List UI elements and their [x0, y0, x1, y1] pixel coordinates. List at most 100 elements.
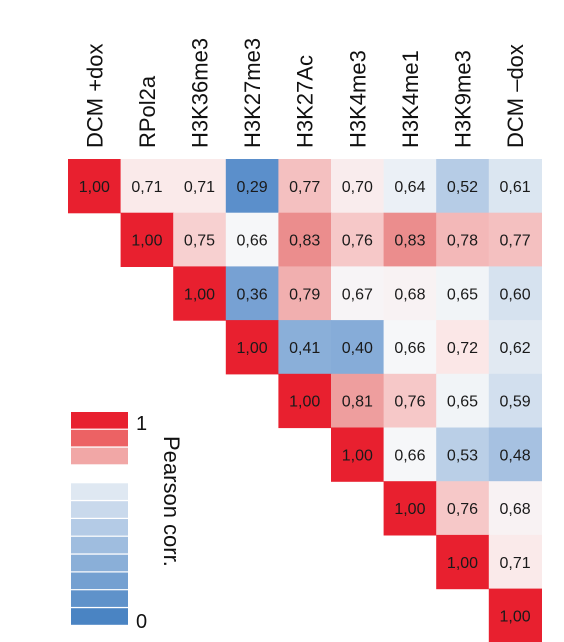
cell-value-label: 0,76: [394, 394, 425, 411]
diagonal-cell: [436, 534, 490, 590]
legend-swatch: [71, 429, 128, 447]
heatmap-cells: [68, 159, 542, 642]
cell-value-label: 0,67: [342, 286, 373, 303]
cell-value-label: 0,60: [500, 286, 531, 303]
cell-value-label: 0,81: [342, 394, 373, 411]
legend-swatch: [71, 536, 128, 554]
heatmap-cell: [225, 266, 279, 321]
heatmap-cell: [488, 212, 542, 267]
diagonal-cell: [173, 266, 227, 321]
cell-value-label: 0,66: [394, 447, 425, 464]
diagonal-cell: [278, 373, 332, 429]
column-label: H3K27Ac: [293, 55, 318, 148]
heatmap-cell: [488, 266, 542, 321]
heatmap-cell: [173, 159, 227, 214]
heatmap-cell: [436, 212, 490, 267]
heatmap-cell: [331, 212, 385, 267]
cell-value-label: 1,00: [289, 394, 320, 411]
column-label: DCM +dox: [82, 43, 107, 148]
diagonal-cell: [68, 159, 122, 214]
cell-value-label: 0,36: [237, 286, 268, 303]
heatmap-cell: [120, 159, 174, 214]
heatmap-cell: [488, 534, 542, 590]
heatmap-cell: [225, 159, 279, 214]
cell-value-label: 1,00: [447, 555, 478, 572]
cell-value-label: 1,00: [79, 179, 110, 196]
diagonal-cell: [488, 588, 542, 642]
heatmap-cell: [383, 320, 437, 375]
diagonal-cell: [331, 427, 385, 482]
cell-value-label: 1,00: [131, 233, 162, 250]
cell-value-label: 0,62: [500, 340, 531, 357]
legend-swatch: [71, 483, 128, 500]
heatmap-cell: [173, 212, 227, 267]
heatmap-cell: [278, 266, 332, 321]
diagonal-cell: [225, 320, 279, 375]
cell-value-label: 0,66: [237, 233, 268, 250]
color-legend: 1 0 Pearson corr.: [71, 412, 184, 633]
legend-swatch: [71, 447, 128, 465]
heatmap-cell: [278, 212, 332, 267]
cell-value-label: 0,72: [447, 340, 478, 357]
heatmap-cell: [488, 320, 542, 375]
cell-value-label: 0,76: [342, 233, 373, 250]
cell-value-label: 1,00: [342, 447, 373, 464]
heatmap-cell: [331, 159, 385, 214]
column-label: H3K4me1: [398, 50, 423, 148]
heatmap-cell: [331, 320, 385, 375]
legend-swatch: [71, 572, 128, 590]
cell-value-label: 0,68: [500, 501, 531, 518]
column-label: H3K4me3: [345, 50, 370, 148]
heatmap-cell: [331, 266, 385, 321]
cell-value-label: 0,76: [447, 501, 478, 518]
cell-value-label: 0,52: [447, 179, 478, 196]
cell-value-label: 0,70: [342, 179, 373, 196]
column-labels: DCM +dox RPol2a H3K36me3 H3K27me3 H3K27Ac H3K…: [82, 38, 528, 148]
heatmap-cell: [331, 373, 385, 429]
heatmap-cell: [383, 159, 437, 214]
cell-value-label: 1,00: [500, 609, 531, 626]
heatmap-cell: [383, 427, 437, 482]
cell-value-label: 0,77: [500, 233, 531, 250]
legend-swatches: [71, 412, 128, 625]
column-label: DCM –dox: [503, 44, 528, 148]
diagonal-cell: [120, 212, 174, 267]
legend-swatch: [71, 554, 128, 572]
cell-value-label: 0,53: [447, 447, 478, 464]
cell-value-label: 0,41: [289, 340, 320, 357]
cell-value-label: 0,79: [289, 286, 320, 303]
heatmap-cell: [225, 212, 279, 267]
heatmap-cell: [278, 320, 332, 375]
cell-value-label: 0,61: [500, 179, 531, 196]
heatmap-cell: [488, 159, 542, 214]
heatmap-cell: [436, 320, 490, 375]
cell-value-label: 0,75: [184, 233, 215, 250]
cell-value-label: 0,68: [394, 286, 425, 303]
heatmap-cell: [436, 373, 490, 429]
heatmap-cell: [383, 373, 437, 429]
cell-value-label: 0,65: [447, 394, 478, 411]
cell-value-label: 0,64: [394, 179, 425, 196]
heatmap-cell: [383, 212, 437, 267]
cell-value-label: 0,48: [500, 447, 531, 464]
column-label: RPol2a: [135, 75, 160, 148]
cell-value-label: 0,71: [500, 555, 531, 572]
cell-value-label: 0,83: [394, 233, 425, 250]
cell-value-label: 0,71: [131, 179, 162, 196]
legend-max-label: 1: [136, 413, 147, 435]
cell-value-label: 0,77: [289, 179, 320, 196]
column-label: H3K9me3: [451, 50, 476, 148]
cell-value-label: 1,00: [237, 340, 268, 357]
legend-swatch: [71, 412, 128, 429]
cell-value-label: 0,71: [184, 179, 215, 196]
heatmap-cell: [488, 373, 542, 429]
cell-value-label: 0,65: [447, 286, 478, 303]
legend-min-label: 0: [136, 611, 147, 633]
cell-value-label: 1,00: [184, 286, 215, 303]
cell-value-label: 0,83: [289, 233, 320, 250]
legend-title: Pearson corr.: [159, 436, 184, 567]
legend-swatch: [71, 501, 128, 518]
column-label: H3K36me3: [188, 38, 213, 148]
cell-value-label: 0,66: [394, 340, 425, 357]
